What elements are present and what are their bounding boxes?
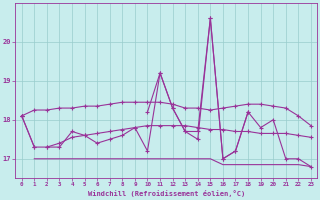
X-axis label: Windchill (Refroidissement éolien,°C): Windchill (Refroidissement éolien,°C) bbox=[88, 190, 245, 197]
